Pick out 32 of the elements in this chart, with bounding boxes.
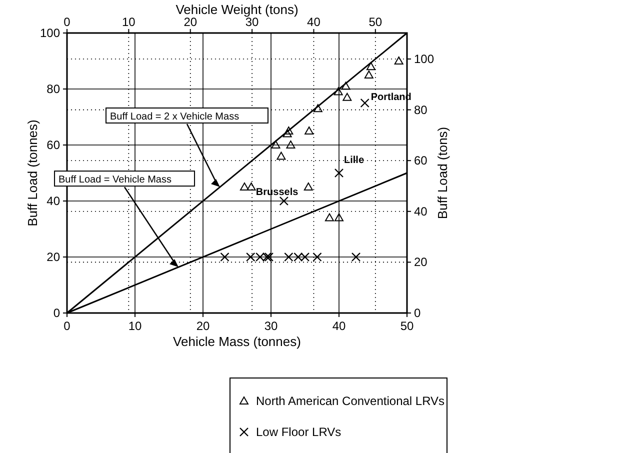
x-tick-label: 20: [196, 319, 210, 333]
x2-tick-label: 40: [307, 15, 321, 29]
annotation: Lille: [344, 155, 364, 166]
y2-tick-label: 40: [414, 204, 428, 218]
x-tick-label: 30: [264, 319, 278, 333]
y-tick-label: 0: [53, 306, 60, 320]
x-tick-label: 10: [128, 319, 142, 333]
y-axis-title: Buff Load (tonnes): [25, 120, 40, 226]
y2-tick-label: 100: [414, 52, 434, 66]
x-tick-label: 40: [332, 319, 346, 333]
y-tick-label: 40: [46, 194, 60, 208]
y-tick-label: 100: [40, 26, 60, 40]
y2-tick-label: 20: [414, 255, 428, 270]
legend-label: North American Conventional LRVs: [256, 394, 445, 408]
y-tick-label: 20: [46, 250, 60, 264]
x-tick-label: 0: [64, 319, 71, 333]
x2-tick-label: 0: [64, 15, 71, 29]
y-tick-label: 60: [46, 138, 60, 152]
x2-tick-label: 50: [368, 15, 382, 29]
x2-axis-title: Vehicle Weight (tons): [176, 2, 298, 17]
x2-tick-label: 10: [122, 15, 136, 29]
x2-tick-label: 20: [184, 15, 198, 29]
x-tick-label: 50: [400, 319, 414, 333]
y2-tick-label: 0: [414, 306, 421, 320]
y-tick-label: 80: [46, 82, 60, 96]
y2-tick-label: 80: [414, 102, 428, 117]
y2-axis-title: Buff Load (tons): [435, 126, 450, 220]
annotation: Buff Load = 2 x Vehicle Mass: [110, 112, 240, 122]
y2-tick-label: 60: [414, 154, 428, 168]
annotation: Buff Load = Vehicle Mass: [58, 174, 172, 186]
x-axis-title: Vehicle Mass (tonnes): [173, 334, 301, 349]
legend-label: Low Floor LRVs: [256, 425, 342, 439]
